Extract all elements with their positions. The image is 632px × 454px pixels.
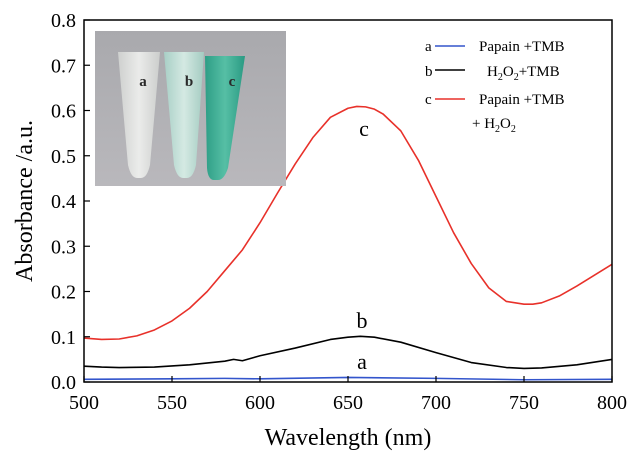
x-tick-label: 650 xyxy=(333,392,363,414)
legend-entry-b: b H2O2+TMB xyxy=(425,64,560,83)
y-tick-label: 0.7 xyxy=(51,55,76,77)
x-tick-label: 600 xyxy=(245,392,275,414)
x-tick-label: 750 xyxy=(509,392,539,414)
legend-text-c: Papain +TMB xyxy=(479,92,565,108)
curve-label-a: a xyxy=(357,349,367,374)
tube-c xyxy=(205,56,245,180)
x-tick-label: 550 xyxy=(157,392,187,414)
legend-text-c-line2: + H2O2 xyxy=(472,116,516,135)
legend-letter-b: b xyxy=(425,64,433,80)
inset-photo: a b c xyxy=(95,31,286,186)
tube-label-a: a xyxy=(139,74,147,90)
tube-label-c: c xyxy=(229,74,236,90)
legend-text-a: Papain +TMB xyxy=(479,39,565,55)
curve-label-b: b xyxy=(357,308,368,333)
series-line-a xyxy=(84,376,612,381)
tube-b xyxy=(164,52,204,178)
legend-letter-c: c xyxy=(425,92,432,108)
y-axis-title: Absorbance /a.u. xyxy=(12,120,38,282)
series-line-b xyxy=(84,335,612,370)
y-tick-label: 0.5 xyxy=(51,146,76,168)
series-line-c xyxy=(84,105,612,341)
legend-entry-c: c Papain +TMB + H2O2 xyxy=(425,92,565,135)
curve-label-c: c xyxy=(359,116,369,141)
legend-letter-a: a xyxy=(425,39,432,55)
tick-layer: 500 550 600 650 700 750 800 0.0 0.1 0.2 0.3 0.4 0.5 0… xyxy=(51,10,627,414)
legend-text-b: H2O2+TMB xyxy=(487,64,560,83)
legend: a Papain +TMB b H2O2+TMB c Papain +TMB +… xyxy=(425,39,565,135)
y-tick-label: 0.8 xyxy=(51,10,76,32)
x-tick-label: 700 xyxy=(421,392,451,414)
y-tick-label: 0.2 xyxy=(51,282,76,304)
x-tick-label: 500 xyxy=(69,392,99,414)
tube-a xyxy=(118,52,160,178)
y-tick-label: 0.3 xyxy=(51,236,76,258)
legend-entry-a: a Papain +TMB xyxy=(425,39,565,55)
series-layer xyxy=(84,105,612,381)
x-tick-label: 800 xyxy=(597,392,627,414)
y-tick-label: 0.0 xyxy=(51,372,76,394)
y-tick-label: 0.4 xyxy=(51,191,76,213)
y-tick-label: 0.6 xyxy=(51,101,76,123)
tube-label-b: b xyxy=(185,74,193,90)
x-axis-title: Wavelength (nm) xyxy=(265,425,432,451)
y-tick-label: 0.1 xyxy=(51,327,76,349)
